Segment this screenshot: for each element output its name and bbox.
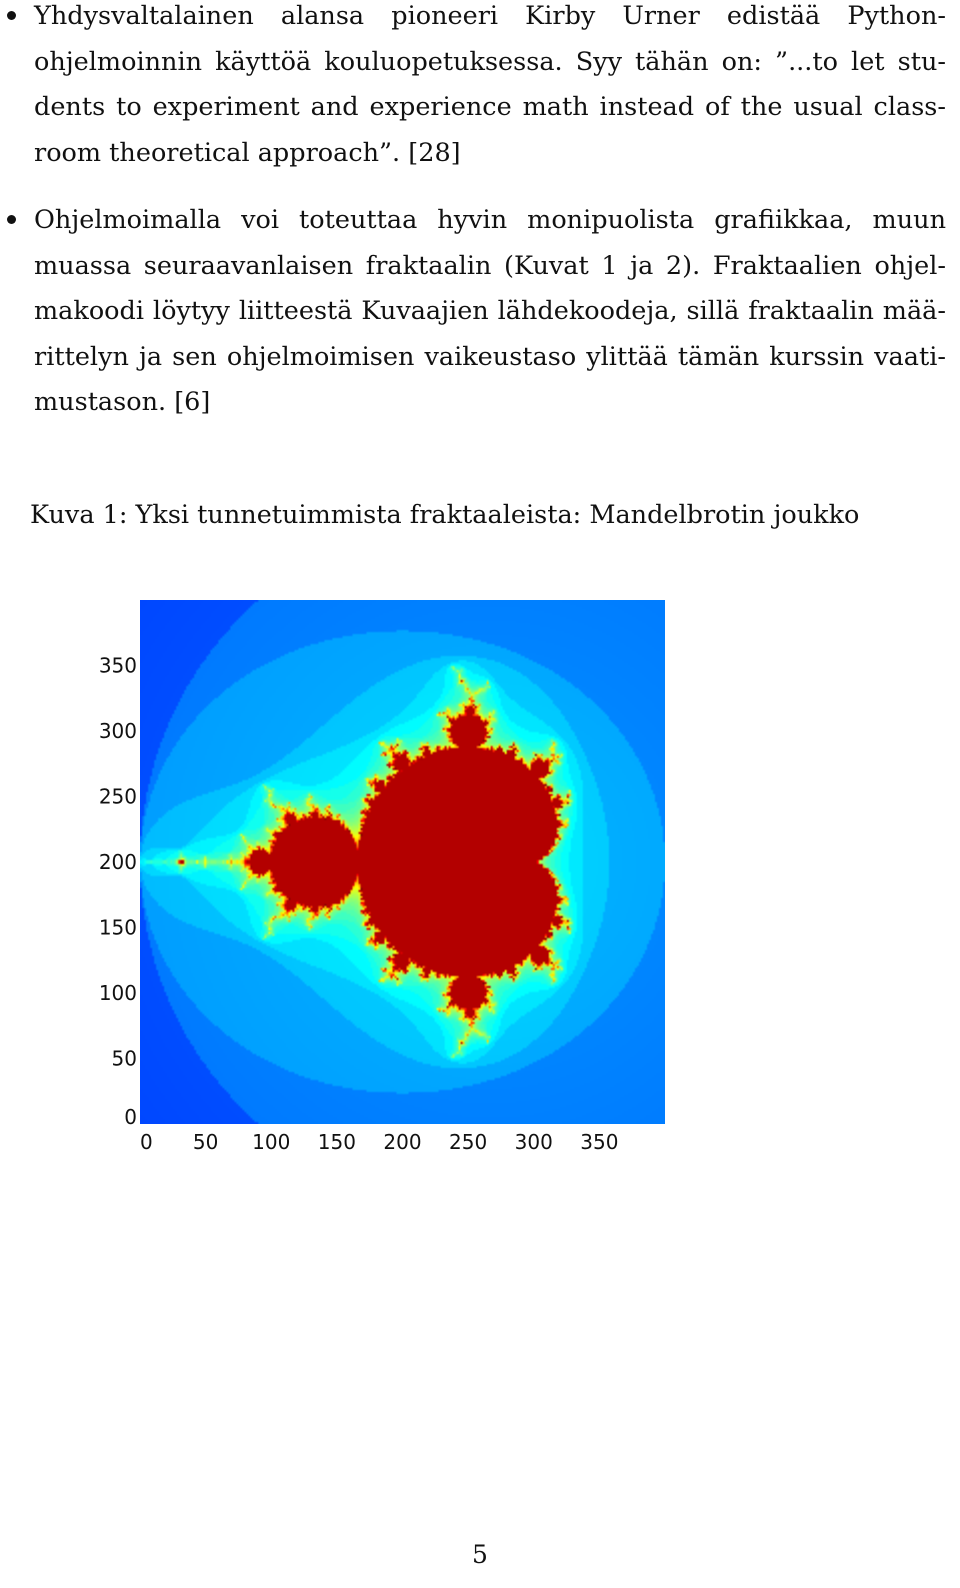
y-tick-label: 100	[99, 981, 137, 1005]
y-tick-label: 300	[99, 719, 137, 743]
y-tick-label: 150	[99, 916, 137, 940]
bullet-text: Yhdysvaltalainen alansa pioneeri Kirby U…	[34, 1, 946, 168]
heatmap-image	[140, 600, 665, 1124]
bullet-item-grafiikka: Ohjelmoimalla voi toteuttaa hyvin monipu…	[0, 198, 960, 426]
x-tick-label: 350	[580, 1130, 618, 1154]
x-tick-label: 250	[449, 1130, 487, 1154]
x-tick-label: 0	[140, 1130, 153, 1154]
bullet-list: Yhdysvaltalainen alansa pioneeri Kirby U…	[0, 0, 960, 448]
mandelbrot-figure: 0 50 100 150 200 250 300 350 0 50 100 150 200 250 300…	[0, 580, 960, 1180]
y-tick-label: 200	[99, 850, 137, 874]
y-tick-label: 50	[112, 1047, 137, 1071]
x-tick-label: 100	[252, 1130, 290, 1154]
x-tick-label: 300	[515, 1130, 553, 1154]
x-tick-label: 200	[383, 1130, 421, 1154]
bullet-dot	[7, 215, 16, 224]
chart-svg: 0 50 100 150 200 250 300 350 0 50 100 150 200 250 300…	[99, 600, 665, 1154]
x-tick-label: 150	[318, 1130, 356, 1154]
y-tick-label: 0	[124, 1105, 137, 1129]
y-tick-label: 350	[99, 654, 137, 678]
bullet-item-urner: Yhdysvaltalainen alansa pioneeri Kirby U…	[0, 0, 960, 176]
mandelbrot-image	[140, 600, 665, 1124]
y-tick-label: 250	[99, 785, 137, 809]
bullet-dot	[7, 11, 16, 20]
figure-caption: Kuva 1: Yksi tunnetuimmista fraktaaleist…	[30, 500, 860, 530]
bullet-text: Ohjelmoimalla voi toteuttaa hyvin monipu…	[34, 205, 946, 417]
page-number: 5	[472, 1540, 488, 1569]
x-axis-ticks: 0 50 100 150 200 250 300 350	[140, 1130, 618, 1154]
y-axis-ticks: 0 50 100 150 200 250 300 350	[99, 654, 137, 1130]
x-tick-label: 50	[193, 1130, 218, 1154]
